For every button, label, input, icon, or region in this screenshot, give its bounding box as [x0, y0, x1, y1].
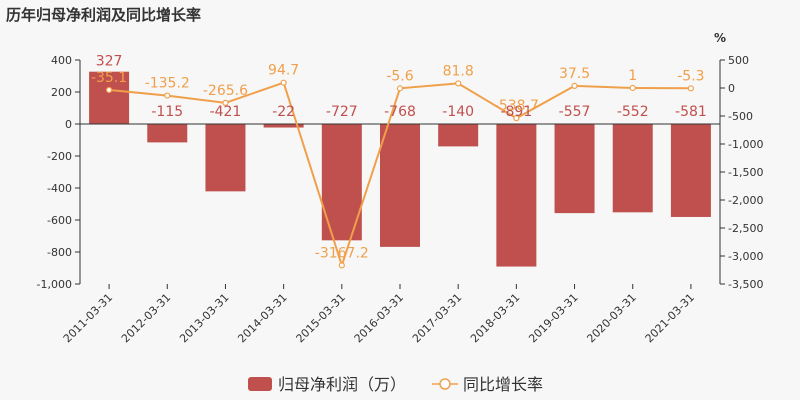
right-tick-label: 500: [728, 54, 749, 67]
bar: [263, 124, 304, 128]
right-axis-unit: %: [714, 31, 726, 45]
right-tick-label: -3,500: [728, 278, 763, 291]
left-tick-label: -400: [47, 182, 72, 195]
line-point: [455, 80, 462, 87]
bar-value-label: 327: [96, 54, 123, 70]
line-value-label: -3167.2: [315, 245, 369, 261]
bar: [612, 124, 653, 213]
line-point: [396, 85, 404, 92]
line-value-label: 94.7: [268, 63, 299, 79]
bar-value-label: -768: [384, 104, 416, 120]
bar-value-label: -557: [559, 104, 591, 120]
left-tick-label: 400: [51, 54, 72, 67]
bar-value-label: -115: [151, 104, 183, 120]
line-value-label: 81.8: [443, 63, 474, 79]
line-point: [513, 115, 520, 122]
line-value-label: -5.3: [677, 68, 704, 84]
line-point: [105, 86, 113, 94]
bar-value-label: -581: [675, 104, 707, 120]
line-point: [280, 79, 287, 86]
x-tick-label: 2017-03-31: [410, 291, 464, 345]
right-tick-label: -2,500: [728, 222, 763, 235]
left-tick-label: -200: [47, 150, 72, 163]
line-value-label: 1: [628, 68, 637, 84]
bar-value-label: -421: [210, 104, 242, 120]
x-tick-label: 2021-03-31: [643, 291, 697, 345]
chart-title: 历年归母净利润及同比增长率: [6, 6, 201, 24]
right-tick-label: -500: [728, 110, 753, 123]
line-point: [222, 99, 229, 106]
left-tick-label: 0: [65, 118, 72, 131]
bar-value-label: -22: [272, 104, 295, 120]
x-tick-label: 2016-03-31: [352, 291, 406, 345]
line-value-label: -135.2: [145, 76, 190, 92]
line-value-label: -35.1: [91, 70, 127, 86]
bar-value-label: -552: [617, 104, 649, 120]
legend-line-label: 同比增长率: [463, 375, 543, 394]
bar-value-label: -727: [326, 104, 358, 120]
bar: [554, 124, 595, 214]
left-tick-label: -800: [47, 246, 72, 259]
legend-bar-swatch: [248, 377, 272, 391]
x-tick-label: 2012-03-31: [119, 291, 173, 345]
bar: [670, 124, 711, 217]
bar-value-label: -140: [442, 104, 474, 120]
x-tick-label: 2020-03-31: [584, 291, 638, 345]
bar: [496, 124, 537, 267]
right-tick-label: -2,000: [728, 194, 763, 207]
bar: [147, 124, 188, 143]
line-point: [687, 85, 695, 92]
right-tick-label: -1,000: [728, 138, 763, 151]
legend-line-marker: [439, 378, 451, 390]
x-tick-label: 2018-03-31: [468, 291, 522, 345]
legend-bar-label: 归母净利润（万）: [278, 375, 406, 394]
x-tick-label: 2014-03-31: [235, 291, 289, 345]
x-tick-label: 2011-03-31: [61, 291, 115, 345]
x-tick-label: 2013-03-31: [177, 291, 231, 345]
left-tick-label: 200: [51, 86, 72, 99]
legend: 归母净利润（万） 同比增长率: [248, 375, 543, 394]
right-tick-label: -3,000: [728, 250, 763, 263]
line-point: [338, 262, 345, 269]
line-value-label: 37.5: [559, 66, 590, 82]
x-tick-label: 2015-03-31: [294, 291, 348, 345]
line-value-label: -5.6: [386, 68, 413, 84]
right-tick-label: 0: [728, 82, 735, 95]
bar: [89, 71, 130, 124]
x-tick-label: 2019-03-31: [526, 291, 580, 345]
right-tick-label: -1,500: [728, 166, 763, 179]
line-point: [629, 84, 636, 92]
line-point: [571, 82, 578, 90]
line-value-label: -538.7: [494, 98, 539, 114]
left-tick-label: -1,000: [37, 278, 72, 291]
bar-value-label: -891: [500, 104, 532, 120]
bar: [380, 124, 420, 247]
line-point: [164, 92, 171, 99]
plot-area: 400 200 0 -200 -400 -600 -800 -1,000 500 0 -500 -1,…: [37, 54, 764, 346]
line-value-label: -265.6: [203, 83, 248, 99]
bar: [438, 124, 479, 147]
bar: [205, 124, 246, 192]
left-tick-label: -600: [47, 214, 72, 227]
